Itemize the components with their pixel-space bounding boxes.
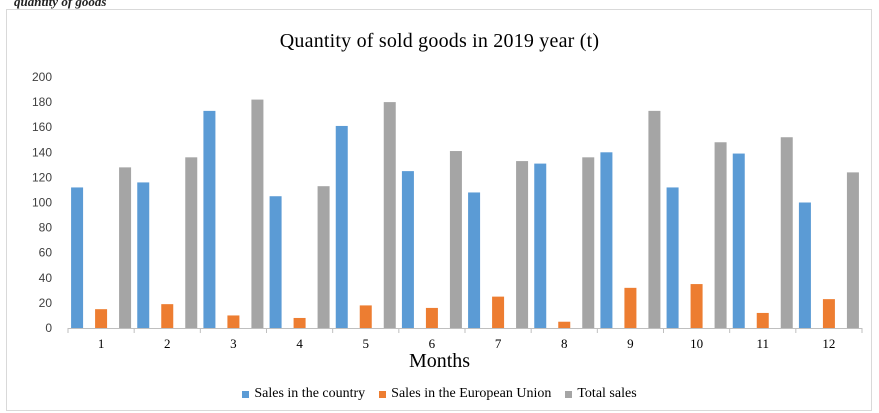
bar-total — [119, 167, 132, 328]
legend-label: Sales in the European Union — [391, 386, 552, 401]
y-tick-label: 120 — [32, 170, 52, 184]
chart-frame — [6, 9, 872, 411]
bar-total — [516, 161, 529, 328]
bar-eu — [161, 304, 174, 328]
x-tick-label: 10 — [690, 336, 703, 351]
bar-country — [666, 187, 679, 328]
y-tick-label: 80 — [39, 221, 53, 235]
y-tick-label: 40 — [39, 271, 53, 285]
bar-eu — [492, 296, 505, 328]
y-tick-label: 0 — [45, 321, 52, 335]
bar-eu — [95, 309, 108, 328]
x-tick-label: 1 — [98, 336, 105, 351]
bar-country — [468, 192, 481, 328]
legend-item: Sales in the European Union — [379, 386, 551, 402]
legend-swatch — [242, 390, 250, 398]
bar-total — [846, 172, 859, 328]
legend-item: Sales in the country — [242, 386, 365, 402]
bar-country — [401, 171, 414, 328]
x-tick-label: 12 — [822, 336, 835, 351]
x-axis-label: Months — [408, 350, 471, 372]
bar-country — [732, 153, 745, 328]
y-tick-label: 100 — [32, 196, 52, 210]
bar-total — [251, 99, 264, 328]
bar-total — [582, 157, 595, 328]
x-tick-label: 6 — [429, 336, 436, 351]
bar-country — [71, 187, 84, 328]
bar-total — [185, 157, 198, 328]
legend-swatch — [565, 390, 573, 398]
bar-total — [648, 110, 661, 328]
x-tick-label: 3 — [230, 336, 237, 351]
bar-country — [798, 202, 811, 328]
x-tick-label: 8 — [561, 336, 568, 351]
bar-eu — [558, 321, 571, 328]
bar-total — [714, 142, 727, 328]
bar-eu — [690, 284, 703, 328]
x-tick-label: 7 — [495, 336, 502, 351]
x-tick-label: 2 — [164, 336, 171, 351]
bar-eu — [293, 317, 306, 328]
bar-total — [780, 137, 793, 328]
bar-country — [335, 125, 348, 328]
cropped-caption-text: quantity of goods — [14, 0, 107, 9]
y-tick-label: 200 — [32, 70, 52, 84]
x-tick-label: 4 — [296, 336, 303, 351]
bar-eu — [425, 307, 438, 328]
bar-country — [203, 110, 216, 328]
bar-eu — [756, 312, 769, 328]
bar-country — [534, 163, 547, 328]
bar-total — [383, 102, 396, 328]
legend-label: Total sales — [577, 386, 637, 401]
y-tick-label: 160 — [32, 120, 52, 134]
legend-swatch — [379, 390, 387, 398]
bar-eu — [359, 305, 372, 328]
bar-eu — [822, 299, 835, 328]
chart-legend: Sales in the country Sales in the Europea… — [0, 386, 879, 402]
bar-eu — [624, 287, 637, 328]
y-tick-label: 180 — [32, 95, 52, 109]
y-tick-label: 20 — [39, 296, 53, 310]
bar-country — [600, 152, 613, 328]
bar-total — [317, 186, 330, 328]
x-tick-label: 9 — [627, 336, 634, 351]
x-tick-label: 5 — [363, 336, 370, 351]
bar-country — [137, 182, 150, 328]
y-tick-label: 140 — [32, 145, 52, 159]
bar-country — [269, 196, 282, 328]
chart-title: Quantity of sold goods in 2019 year (t) — [279, 30, 600, 52]
legend-label: Sales in the country — [254, 386, 366, 401]
x-tick-label: 11 — [756, 336, 769, 351]
bar-total — [449, 151, 462, 328]
bar-eu — [227, 315, 240, 328]
legend-item: Total sales — [565, 386, 637, 402]
y-tick-label: 60 — [39, 246, 53, 260]
